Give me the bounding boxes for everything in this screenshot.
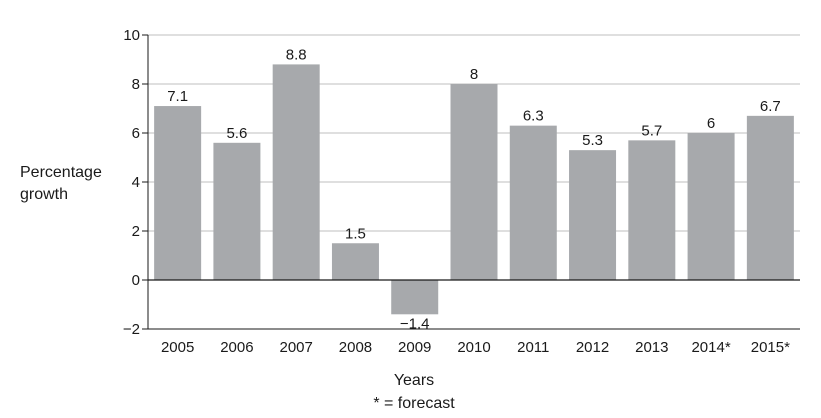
category-label-3: 2008	[339, 339, 372, 356]
data-label-7: 5.3	[582, 132, 603, 149]
data-label-3: 1.5	[345, 225, 366, 242]
bar-2009	[391, 280, 439, 315]
y-tick-labels: 10 8 6 4 2 0 −2	[123, 27, 140, 338]
category-label-1: 2006	[220, 339, 253, 356]
data-label-6: 6.3	[523, 108, 544, 125]
category-label-0: 2005	[161, 339, 194, 356]
x-category-labels: 2005 2006 2007 2008 2009 2010 2011 2012 2013 2014…	[161, 339, 790, 356]
data-label-9: 6	[707, 115, 715, 132]
bar-2013	[628, 140, 676, 280]
data-label-10: 6.7	[760, 98, 781, 115]
y-tick-label-2: 6	[132, 125, 140, 142]
category-label-6: 2011	[517, 339, 549, 356]
y-tick-label-5: 0	[132, 272, 140, 289]
y-axis-title-line-1: Percentage	[20, 164, 102, 181]
bars	[154, 64, 794, 315]
bar-2011	[509, 125, 557, 281]
forecast-note: * = forecast	[373, 395, 455, 412]
data-label-0: 7.1	[167, 88, 188, 105]
axes	[142, 34, 800, 330]
y-tick-label-3: 4	[132, 174, 140, 191]
y-axis-title-line-2: growth	[20, 186, 68, 203]
data-label-1: 5.6	[226, 125, 247, 142]
bar-2014-forecast	[687, 133, 735, 280]
y-tick-label-4: 2	[132, 223, 140, 240]
bar-2006	[213, 142, 261, 280]
category-label-5: 2010	[457, 339, 490, 356]
bar-2012	[569, 150, 617, 280]
bar-2005	[154, 106, 202, 280]
data-label-4: −1.4	[400, 315, 430, 332]
category-label-7: 2012	[576, 339, 609, 356]
y-tick-label-0: 10	[123, 27, 140, 44]
bar-2008	[331, 243, 379, 280]
category-label-4: 2009	[398, 339, 431, 356]
y-tick-label-6: −2	[123, 321, 140, 338]
bar-2015-forecast	[746, 115, 794, 280]
bar-2010	[450, 84, 498, 280]
x-axis-title: Years	[394, 372, 434, 389]
y-tick-label-1: 8	[132, 76, 140, 93]
category-label-2: 2007	[279, 339, 312, 356]
bar-2007	[272, 64, 320, 281]
category-label-8: 2013	[635, 339, 668, 356]
data-label-8: 5.7	[641, 122, 662, 139]
category-label-10: 2015*	[751, 339, 790, 356]
category-label-9: 2014*	[691, 339, 730, 356]
data-label-5: 8	[470, 66, 478, 83]
data-labels: 7.1 5.6 8.8 1.5 −1.4 8 6.3 5.3 5.7 6 6.7	[167, 46, 781, 332]
data-label-2: 8.8	[286, 46, 307, 63]
